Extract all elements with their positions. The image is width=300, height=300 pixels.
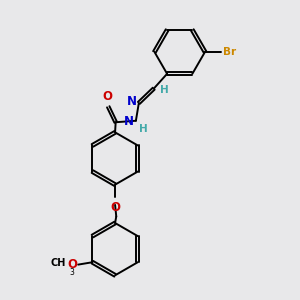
Text: N: N (124, 115, 134, 128)
Text: H: H (140, 124, 148, 134)
Text: Br: Br (223, 47, 236, 57)
Text: H: H (160, 85, 168, 95)
Text: 3: 3 (70, 268, 75, 277)
Text: CH: CH (50, 258, 66, 268)
Text: N: N (127, 95, 136, 108)
Text: O: O (102, 90, 112, 103)
Text: O: O (67, 258, 77, 271)
Text: O: O (110, 201, 120, 214)
